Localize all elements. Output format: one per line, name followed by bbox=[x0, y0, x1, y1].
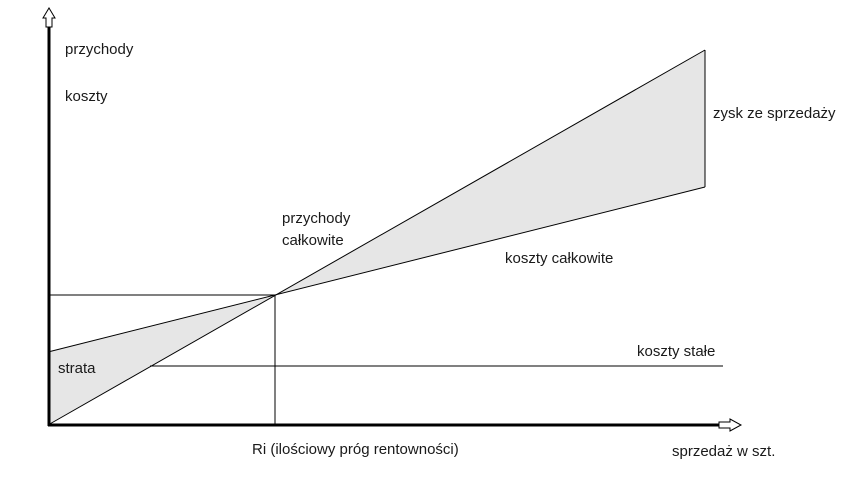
loss-label: strata bbox=[58, 360, 96, 377]
x-axis-label: sprzedaż w szt. bbox=[672, 443, 776, 460]
y-axis-arrow-icon bbox=[42, 7, 56, 28]
total-costs-label: koszty całkowite bbox=[505, 250, 614, 267]
y-axis-label-revenue: przychody bbox=[65, 41, 134, 58]
break-even-label: Ri (ilościowy próg rentowności) bbox=[252, 441, 459, 458]
y-axis-label-costs: koszty bbox=[65, 88, 108, 105]
revenue-label-line2: całkowite bbox=[282, 232, 344, 249]
total-costs-line bbox=[47, 186, 706, 353]
revenue-line bbox=[47, 49, 706, 426]
fixed-costs-label: koszty stałe bbox=[637, 343, 716, 360]
x-axis-arrow-icon bbox=[718, 418, 743, 432]
profit-label: zysk ze sprzedaży bbox=[713, 105, 836, 122]
revenue-label-line1: przychody bbox=[282, 210, 351, 227]
